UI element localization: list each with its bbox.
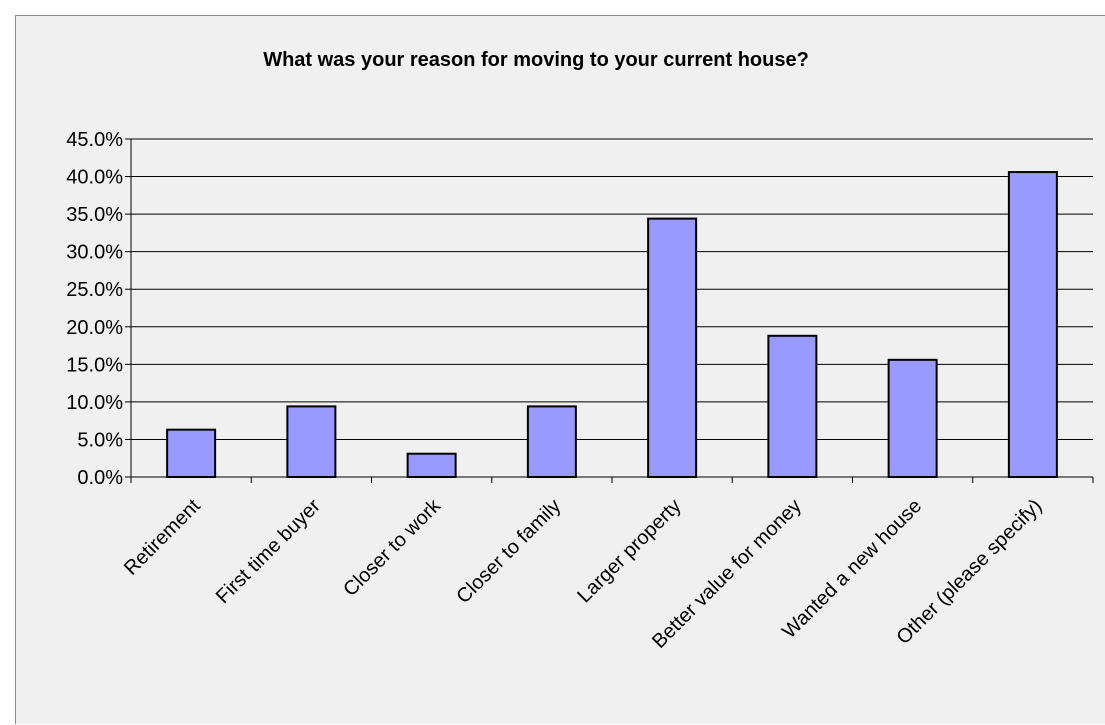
y-tick-label: 20.0% — [66, 317, 123, 339]
y-tick-label: 30.0% — [66, 242, 123, 264]
y-tick-label: 25.0% — [66, 279, 123, 301]
bar — [647, 217, 698, 479]
chart-title: What was your reason for moving to your … — [263, 49, 809, 71]
y-tick-label: 5.0% — [77, 429, 123, 451]
y-tick-label: 35.0% — [66, 204, 123, 226]
bar-chart: What was your reason for moving to your … — [66, 49, 1094, 653]
bar — [767, 334, 818, 478]
x-tick-label: Larger property — [573, 495, 685, 607]
bar — [526, 405, 577, 479]
y-tick-label: 45.0% — [66, 129, 123, 151]
x-tick-label: Closer to family — [452, 495, 565, 608]
x-tick-label: Closer to work — [339, 494, 446, 601]
bar — [286, 405, 337, 479]
y-tick-label: 40.0% — [66, 167, 123, 189]
y-tick-label: 10.0% — [66, 392, 123, 414]
x-tick-label: Retirement — [120, 495, 205, 580]
x-tick-label: First time buyer — [212, 495, 325, 608]
bar — [887, 358, 938, 478]
gridlines — [131, 138, 1093, 440]
y-tick-label: 0.0% — [77, 467, 123, 489]
bars — [166, 171, 1058, 479]
y-tick-label: 15.0% — [66, 354, 123, 376]
bar — [166, 428, 217, 478]
bar — [406, 452, 457, 478]
y-axis-ticks: 0.0% 5.0% 10.0% 15.0% 20.0% 25.0% 30.0% 35.0% 40… — [66, 129, 131, 489]
x-axis-ticks: Retirement First time buyer Closer to work… — [120, 477, 1094, 653]
chart-area: What was your reason for moving to your … — [15, 15, 1105, 724]
bar — [1007, 171, 1058, 478]
